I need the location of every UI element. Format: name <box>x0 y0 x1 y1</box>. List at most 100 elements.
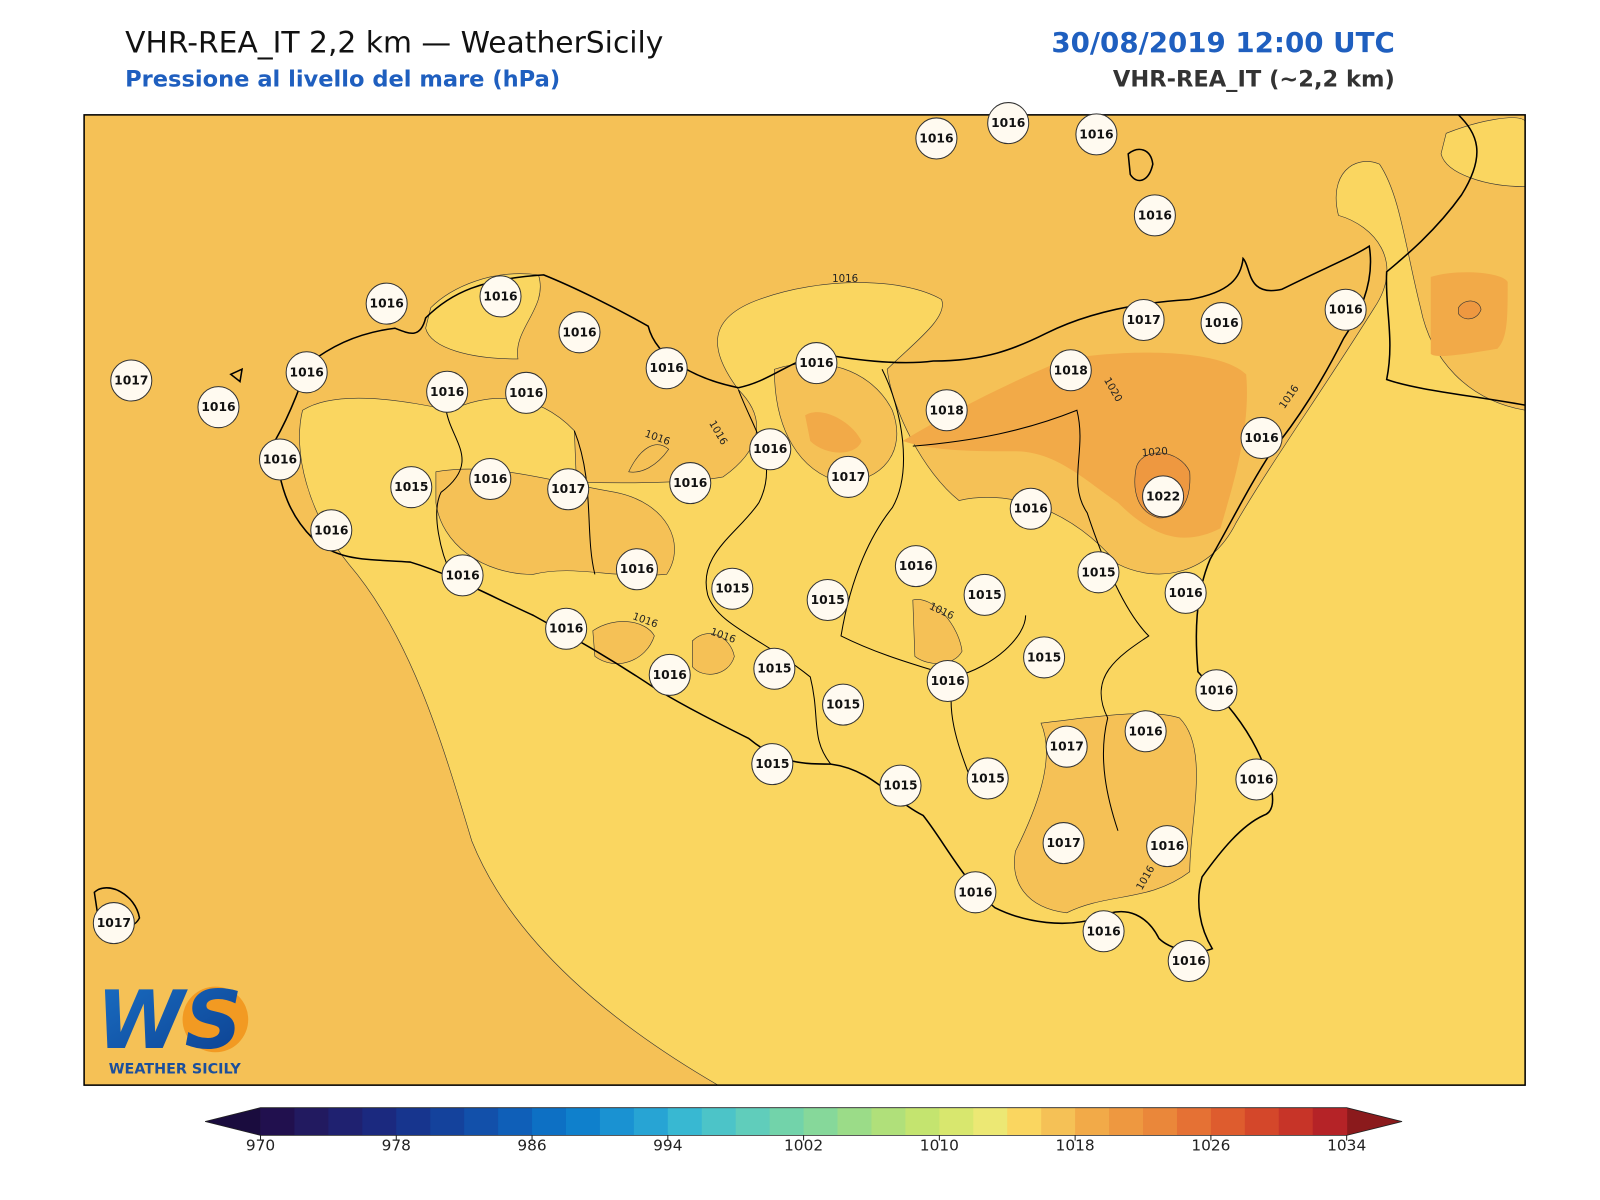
station-marker <box>645 347 688 390</box>
station-value: 1016 <box>473 472 507 486</box>
station-value: 1016 <box>1169 586 1203 600</box>
station-marker <box>987 102 1030 145</box>
colorbar-segment <box>803 1107 839 1136</box>
station-value: 1016 <box>1129 724 1163 738</box>
station-value: 1016 <box>562 325 596 339</box>
station-value: 1015 <box>394 480 428 494</box>
station-marker <box>1195 669 1238 712</box>
datetime: 30/08/2019 12:00 UTC <box>1051 26 1394 59</box>
station-marker <box>1077 551 1120 594</box>
colorbar-segment <box>633 1107 669 1136</box>
station-marker <box>954 871 997 914</box>
station-marker <box>1240 416 1283 459</box>
colorbar-segment <box>260 1107 295 1136</box>
station-value: 1016 <box>753 442 787 456</box>
colorbar-segment <box>1244 1107 1280 1136</box>
colorbar-tick-label: 1034 <box>1327 1137 1366 1155</box>
station-marker <box>390 466 433 509</box>
station-marker <box>1235 758 1278 801</box>
station-marker <box>753 647 796 690</box>
station-value: 1022 <box>1146 489 1180 503</box>
station-marker <box>92 902 135 945</box>
colorbar-segment <box>532 1107 567 1136</box>
station-value: 1015 <box>715 582 749 596</box>
station-marker <box>1042 822 1085 865</box>
colorbar-segment <box>701 1107 737 1136</box>
colorbar-tick-label: 1002 <box>784 1137 823 1155</box>
stations: 1016 1016 1016 1016 1016 1016 1016 1017 1016 1016… <box>92 102 1367 983</box>
colorbar-tick-label: 978 <box>382 1137 411 1155</box>
station-marker <box>1082 910 1125 953</box>
station-value: 1016 <box>931 674 965 688</box>
station-marker <box>558 311 601 354</box>
colorbar-segment <box>735 1107 771 1136</box>
station-marker <box>365 282 408 325</box>
field-region <box>805 272 1508 538</box>
station-value: 1016 <box>958 885 992 899</box>
station-value: 1016 <box>991 116 1025 130</box>
station-value: 1016 <box>650 361 684 375</box>
station-marker <box>711 567 754 610</box>
colorbar-segment <box>1312 1107 1348 1136</box>
station-marker <box>749 428 792 471</box>
station-value: 1016 <box>919 131 953 145</box>
station-marker <box>925 389 968 432</box>
station-value: 1016 <box>653 668 687 682</box>
colorbar-segment <box>464 1107 499 1136</box>
station-value: 1016 <box>1086 924 1120 938</box>
station-value: 1016 <box>1079 127 1113 141</box>
station-marker <box>966 757 1009 800</box>
station-value: 1015 <box>1027 650 1061 664</box>
colorbar-segment <box>1109 1107 1144 1136</box>
province-border <box>436 369 1150 831</box>
station-marker <box>963 573 1006 616</box>
station-value: 1017 <box>1126 313 1160 327</box>
station-marker <box>1122 298 1165 342</box>
station-value: 1018 <box>930 403 964 417</box>
station-marker <box>751 743 794 786</box>
station-value: 1016 <box>1150 839 1184 853</box>
colorbar-under <box>205 1107 261 1136</box>
station-value: 1016 <box>1239 772 1273 786</box>
station-value: 1016 <box>263 452 297 466</box>
station-value: 1017 <box>97 916 131 930</box>
station-marker <box>547 468 590 511</box>
station-value: 1016 <box>290 365 324 379</box>
colorbar-segment <box>294 1107 329 1136</box>
map-frame <box>83 114 1526 1086</box>
station-marker <box>426 370 469 413</box>
station-marker <box>795 342 838 385</box>
logo-text: WEATHER SICILY <box>109 1062 242 1078</box>
colorbar-segment <box>1075 1107 1110 1136</box>
contour-label: 1020 <box>1141 445 1168 459</box>
model-label: VHR-REA_IT (~2,2 km) <box>1113 67 1395 93</box>
colorbar-segment <box>1210 1107 1246 1136</box>
station-value: 1015 <box>755 757 789 771</box>
station-marker <box>879 764 922 807</box>
station-value: 1016 <box>1138 208 1172 222</box>
colorbar-segment <box>1278 1107 1314 1136</box>
station-marker <box>310 509 353 552</box>
station-value: 1016 <box>430 385 464 399</box>
colorbar-segment <box>667 1107 703 1136</box>
station-value: 1015 <box>811 593 845 607</box>
station-value: 1015 <box>967 588 1001 602</box>
station-marker <box>1124 710 1167 753</box>
colorbar-segment <box>769 1107 805 1136</box>
station-value: 1016 <box>549 622 583 636</box>
station-value: 1015 <box>883 779 917 793</box>
station-value: 1016 <box>483 289 517 303</box>
station-marker <box>479 275 522 318</box>
station-value: 1016 <box>899 559 933 573</box>
colorbar-segment <box>1041 1107 1076 1136</box>
station-marker <box>827 455 870 498</box>
logo-mark: WS <box>96 974 242 1067</box>
colorbar-tick-label: 1026 <box>1191 1137 1230 1155</box>
station-marker <box>1200 302 1243 345</box>
colorbar-segment <box>1176 1107 1212 1136</box>
station-marker <box>1167 940 1210 983</box>
colorbar-segment <box>498 1107 533 1136</box>
station-marker <box>1023 636 1066 679</box>
station-value: 1016 <box>1199 683 1233 697</box>
